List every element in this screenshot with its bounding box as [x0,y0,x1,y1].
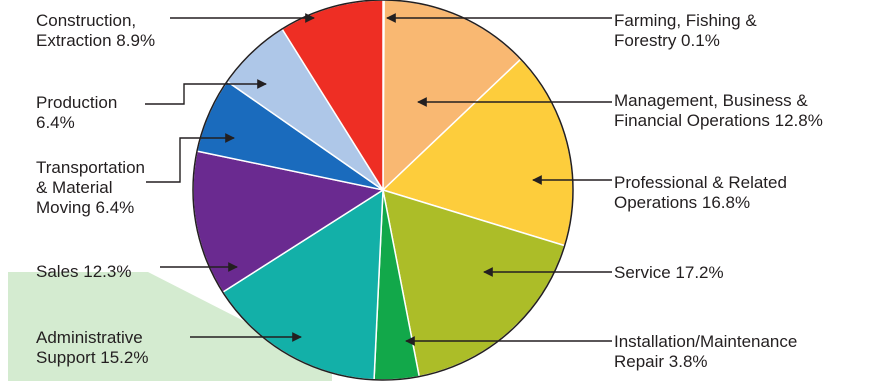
label-installation-maintenance-repair-3-8: Installation/Maintenance Repair 3.8% [614,332,797,371]
label-administrative-support-15-2: Administrative Support 15.2% [36,328,148,367]
leader-lines [145,13,612,346]
label-line: Operations 16.8% [614,193,750,212]
label-management-business-financial-operations-12-8: Management, Business & Financial Operatio… [614,91,823,130]
label-construction-extraction-8-9: Construction, Extraction 8.9% [36,11,155,50]
label-line: Extraction 8.9% [36,31,155,50]
pie-slices [192,0,574,381]
label-line: Repair 3.8% [614,352,708,371]
label-line: Support 15.2% [36,348,148,367]
label-farming-fishing-forestry-0-1: Farming, Fishing & Forestry 0.1% [614,11,757,50]
slice-labels: Farming, Fishing & Forestry 0.1% Managemen… [36,11,823,371]
label-production-6-4: Production 6.4% [36,93,117,132]
leader-transportation-material-moving-6-4 [146,133,235,183]
label-line: Transportation [36,158,145,177]
label-line: Farming, Fishing & [614,11,757,30]
label-transportation-material-moving-6-4: Transportation & Material Moving 6.4% [36,158,145,217]
label-line: & Material [36,178,113,197]
label-line: Installation/Maintenance [614,332,797,351]
label-line: Production [36,93,117,112]
leader-production-6-4 [145,79,267,105]
label-line: Forestry 0.1% [614,31,720,50]
label-sales-12-3: Sales 12.3% [36,262,131,281]
label-line: Moving 6.4% [36,198,134,217]
label-line: Professional & Related [614,173,787,192]
label-line: Administrative [36,328,143,347]
label-line: 6.4% [36,113,75,132]
label-line: Sales 12.3% [36,262,131,281]
label-line: Management, Business & [614,91,808,110]
label-line: Construction, [36,11,136,30]
highlight-band [8,272,332,381]
label-line: Service 17.2% [614,263,724,282]
label-service-17-2: Service 17.2% [614,263,724,282]
label-professional-related-operations-16-8: Professional & Related Operations 16.8% [614,173,787,212]
label-line: Financial Operations 12.8% [614,111,823,130]
pie-outline [192,0,574,381]
